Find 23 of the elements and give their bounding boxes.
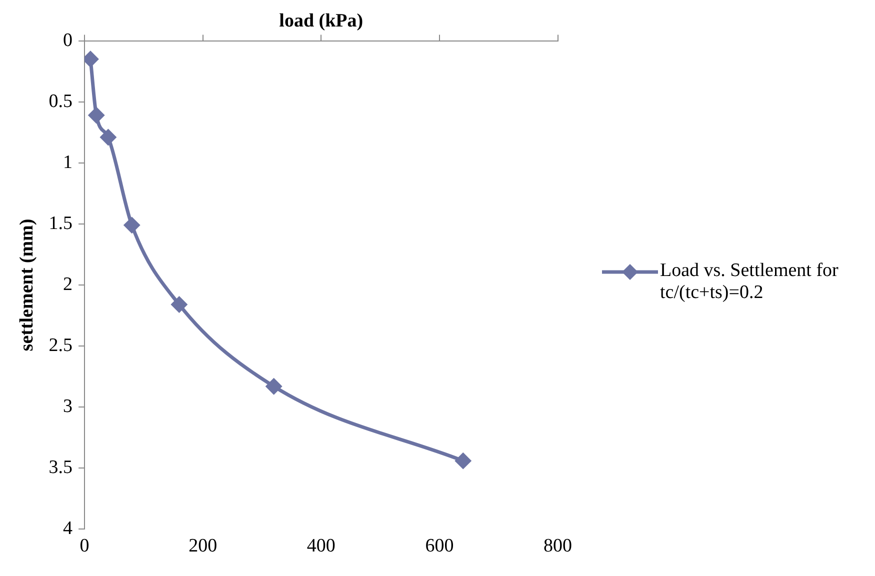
point <box>100 130 116 146</box>
x-tick-label: 600 <box>425 536 454 557</box>
point <box>88 108 104 124</box>
point <box>266 378 282 394</box>
legend-label: Load vs. Settlement for tc/(tc+ts)=0.2 <box>660 260 840 304</box>
y-axis-title: settlement (mm) <box>16 218 38 352</box>
y-tick-label: 0 <box>63 30 73 51</box>
x-tick-label: 400 <box>306 536 336 557</box>
y-tick-label: 1 <box>63 152 73 173</box>
y-tick-label: 4 <box>63 518 74 540</box>
y-tick-label: 2.5 <box>48 335 73 356</box>
x-tick-label: 0 <box>80 536 90 557</box>
y-tick-label: 1.5 <box>48 212 73 234</box>
point <box>455 453 471 469</box>
point <box>171 296 187 312</box>
y-tick-label: 2 <box>63 274 73 295</box>
x-axis-title: load (kPa) <box>279 10 364 32</box>
point <box>124 217 140 233</box>
x-tick-label: 800 <box>544 536 572 557</box>
x-tick-label: 200 <box>188 536 218 557</box>
y-tick-label: 3 <box>63 396 73 418</box>
y-tick-label: 3.5 <box>48 457 73 478</box>
y-tick-label: 0.5 <box>48 90 73 112</box>
